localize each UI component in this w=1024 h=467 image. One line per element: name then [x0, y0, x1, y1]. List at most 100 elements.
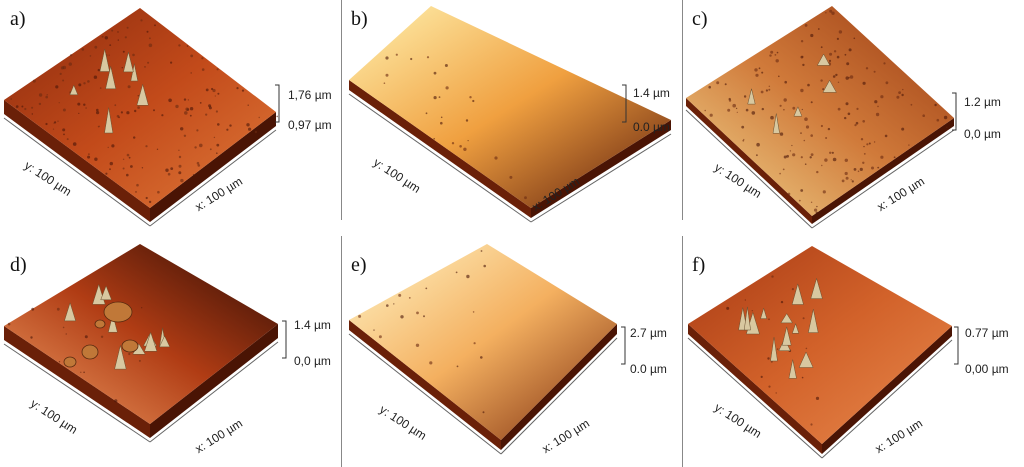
surface-speck	[765, 89, 768, 92]
surface-speck	[822, 190, 826, 194]
surface-speck	[197, 164, 201, 167]
surface-side-left	[349, 320, 501, 450]
surface-peak	[781, 326, 792, 346]
surface-plot	[3, 8, 279, 227]
y-axis-line	[3, 343, 151, 443]
surface-speck	[416, 311, 419, 315]
surface-peak	[99, 48, 110, 72]
surface-speck	[190, 54, 194, 58]
surface-speck	[45, 95, 48, 99]
surface-peak	[810, 277, 823, 299]
surface-side-left	[688, 324, 822, 454]
surface-speck	[758, 67, 761, 70]
surface-speck	[209, 148, 212, 151]
surface-speck	[845, 102, 849, 106]
surface-speck	[178, 171, 182, 175]
surface-speck	[205, 88, 209, 92]
surface-speck	[154, 24, 156, 27]
surface-speck	[184, 111, 188, 115]
surface-speck	[810, 33, 814, 38]
surface-speck	[140, 19, 143, 22]
surface-speck	[848, 77, 850, 79]
z-min-label: 0,97 µm	[288, 118, 332, 132]
surface-speck	[754, 68, 758, 72]
surface-speck	[96, 108, 99, 112]
surface-speck	[873, 70, 876, 73]
y-axis-line	[687, 337, 823, 459]
surface-speck	[769, 54, 772, 57]
surface-speck	[901, 127, 905, 131]
surface-peak	[159, 335, 171, 348]
surface-speck	[836, 37, 839, 41]
surface-speck	[866, 143, 869, 146]
surface-speck	[32, 79, 36, 83]
surface-speck	[831, 151, 834, 154]
surface-speck	[469, 96, 472, 99]
surface-speck	[848, 48, 852, 52]
surface-speck	[825, 137, 828, 139]
surface-speck	[822, 88, 825, 91]
surface-speck	[46, 94, 48, 96]
surface-speck	[126, 26, 129, 29]
surface-speck	[896, 95, 900, 99]
surface-speck	[467, 140, 469, 142]
surface-speck	[59, 72, 62, 75]
surface-speck	[832, 75, 836, 78]
surface-speck	[482, 411, 485, 414]
surface-speck	[716, 81, 720, 85]
surface-speck	[815, 211, 818, 214]
surface-speck	[111, 144, 115, 148]
surface-speck	[56, 307, 60, 311]
surface-speck	[877, 105, 879, 108]
surface-plot	[685, 6, 955, 229]
surface-speck	[107, 146, 109, 149]
surface-speck	[440, 116, 443, 119]
surface-speck	[751, 310, 753, 312]
surface-speck	[778, 75, 780, 78]
surface-speck	[802, 63, 805, 67]
surface-speck	[178, 164, 182, 168]
surface-speck	[157, 190, 160, 194]
surface-speck	[463, 147, 467, 151]
surface-speck	[444, 64, 448, 67]
surface-speck	[214, 95, 216, 97]
x-axis-line	[500, 337, 618, 455]
surface-speck	[132, 53, 135, 57]
z-min-label: 0.0 µm	[630, 362, 667, 376]
surface-speck	[807, 83, 810, 87]
surface-peak	[104, 107, 114, 134]
surface-speck	[774, 54, 777, 56]
surface-side-left	[4, 326, 150, 438]
afm-panel-e: e) y: 100 µm x: 100 µm 2.7 µm 0.0 µm	[341, 234, 682, 467]
surface-speck	[804, 24, 808, 27]
surface-speck	[859, 167, 863, 171]
surface-speck	[820, 79, 823, 82]
surface-speck	[805, 347, 808, 350]
z-min-label: 0,00 µm	[965, 362, 1009, 376]
surface-speck	[178, 149, 180, 151]
surface-speck	[199, 143, 203, 148]
surface-speck	[109, 161, 114, 166]
surface-speck	[732, 103, 736, 108]
surface-speck	[779, 132, 784, 136]
surface-speck	[760, 375, 763, 378]
surface-speck	[135, 191, 137, 193]
surface-speck	[810, 423, 813, 426]
surface-speck	[170, 61, 173, 64]
surface-speck	[72, 142, 77, 146]
surface-speck	[178, 155, 182, 159]
surface-side-left	[686, 98, 812, 224]
surface-top	[688, 246, 952, 444]
surface-speck	[768, 88, 771, 91]
surface-speck	[216, 143, 220, 147]
surface-peak	[780, 313, 793, 324]
surface-speck	[814, 208, 818, 212]
surface-speck	[94, 157, 98, 161]
surface-speck	[96, 111, 100, 115]
surface-peak	[788, 359, 797, 379]
surface-speck	[80, 371, 82, 373]
surface-blob	[103, 301, 133, 323]
surface-speck	[147, 61, 150, 64]
surface-speck	[400, 315, 404, 319]
surface-speck	[196, 161, 200, 165]
